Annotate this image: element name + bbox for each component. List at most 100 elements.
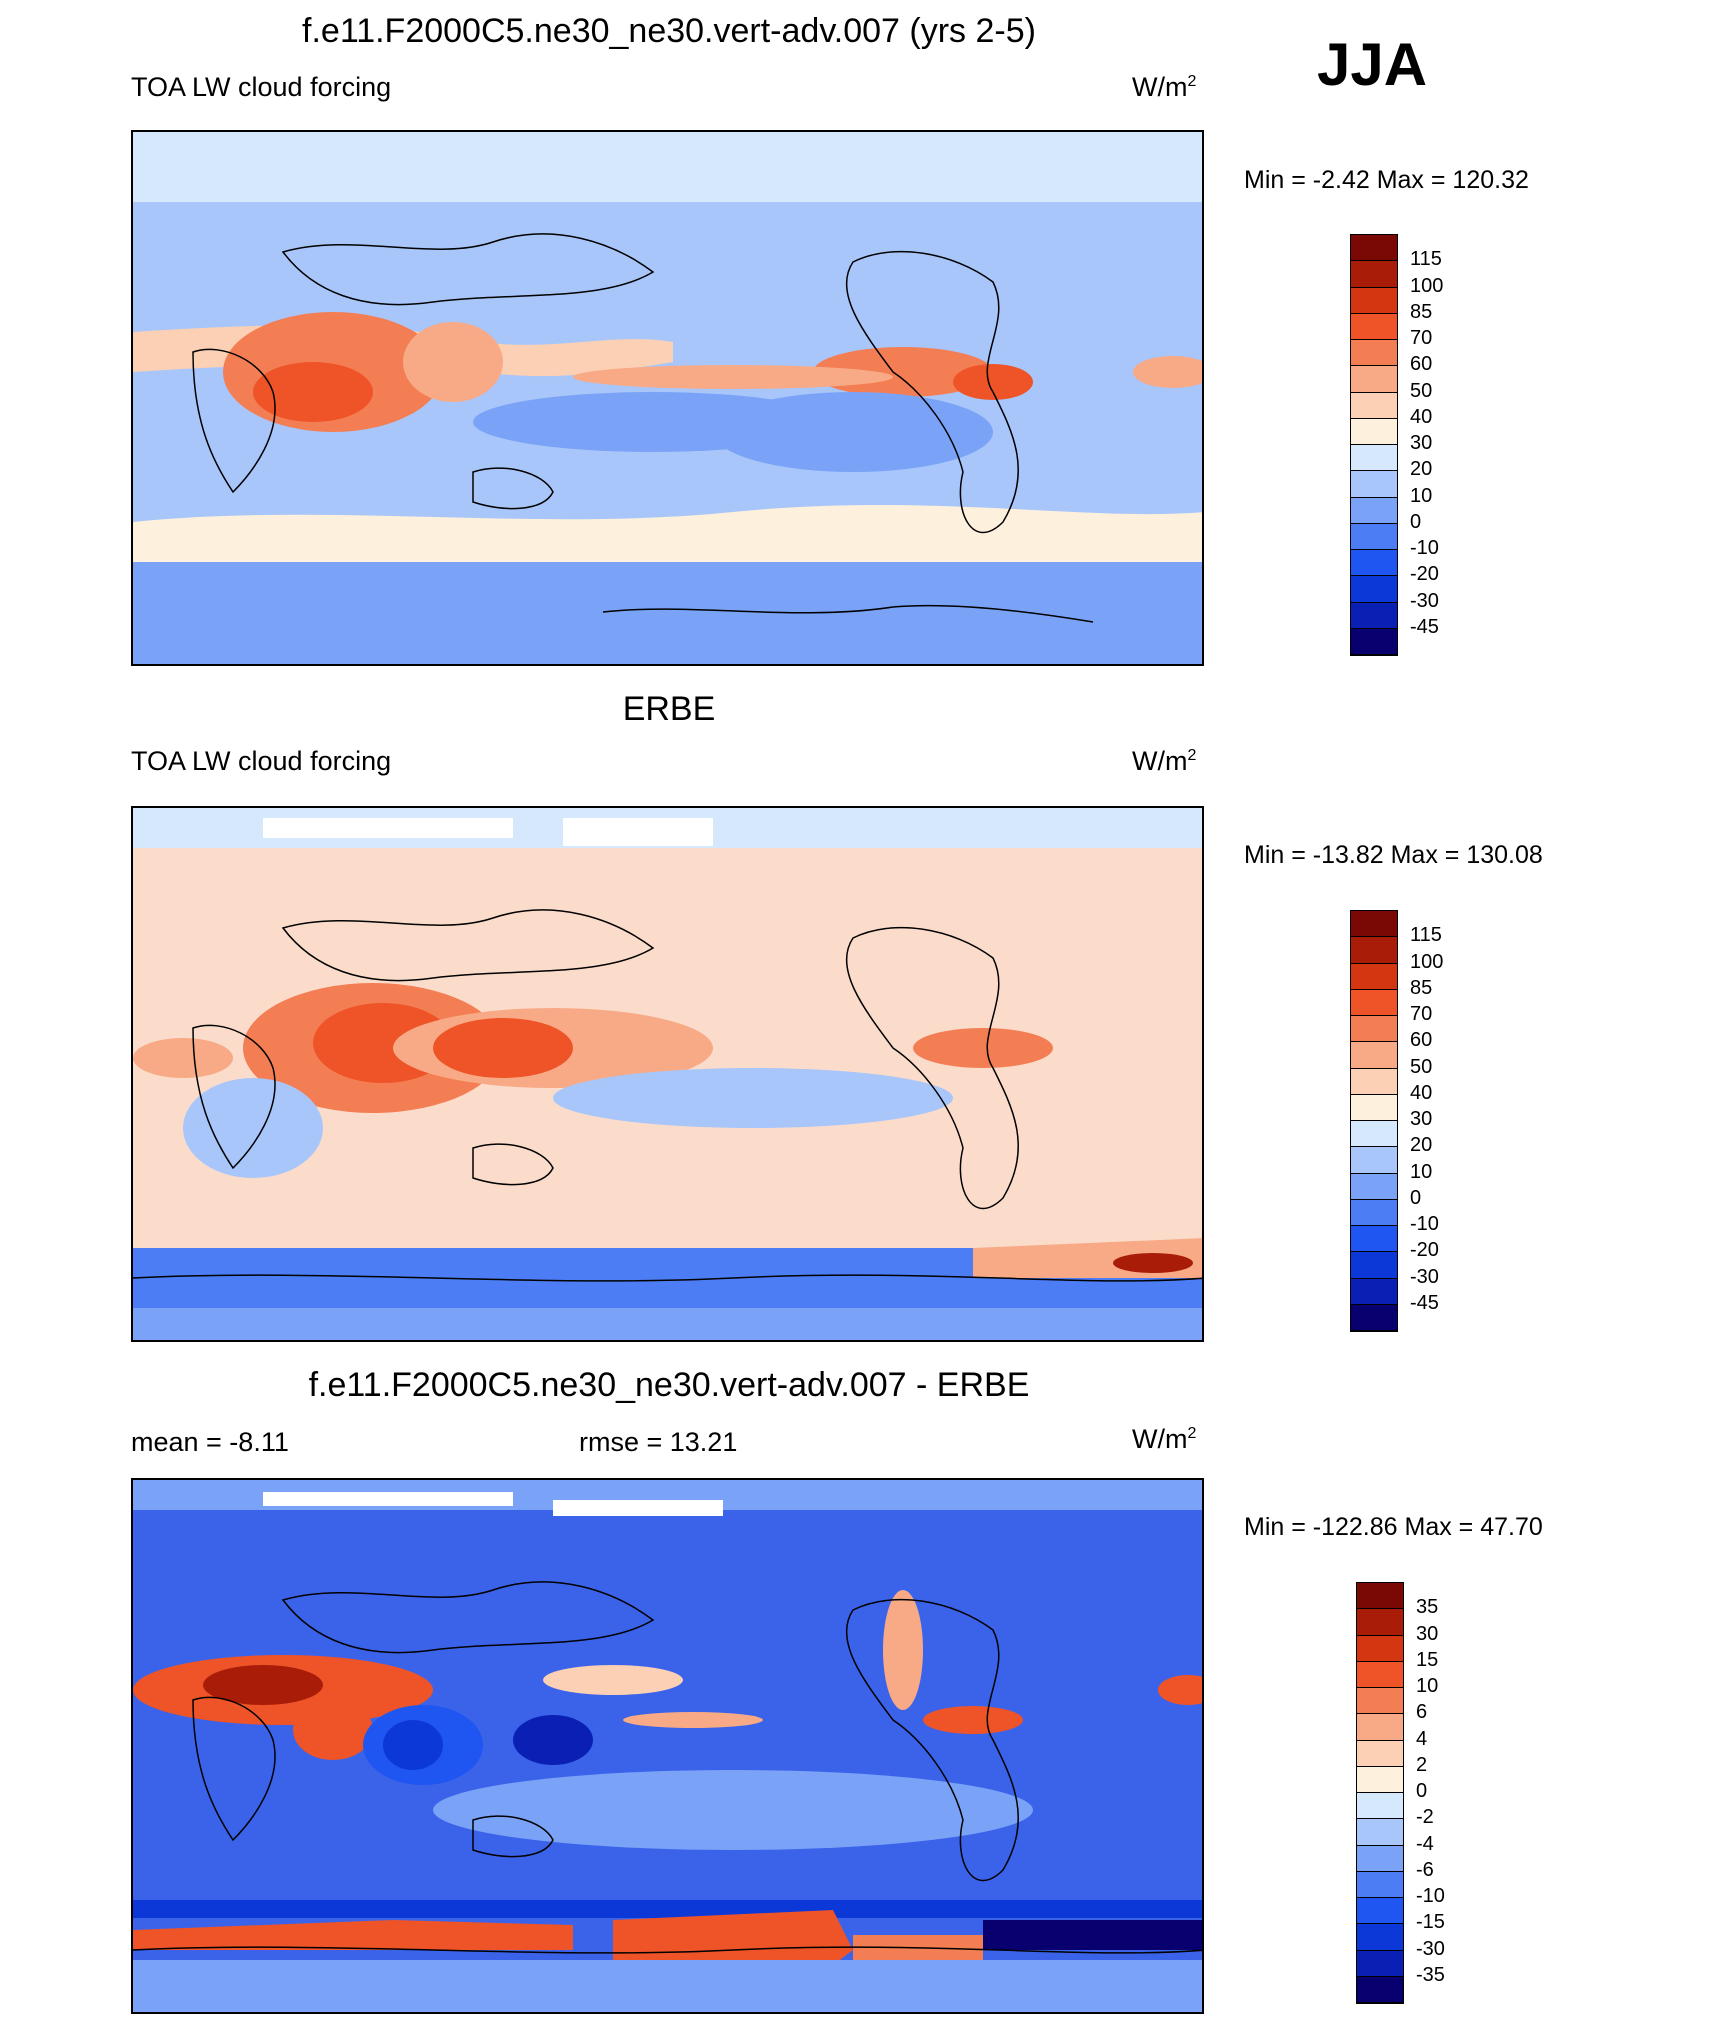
colorbar-tick-label: 10 bbox=[1410, 484, 1433, 507]
colorbar-swatch bbox=[1357, 1661, 1403, 1688]
units-text: W/m bbox=[1132, 1424, 1188, 1454]
colorbar-tick-label: 40 bbox=[1410, 1081, 1433, 1104]
panel-3-colorbar bbox=[1356, 1582, 1404, 2004]
colorbar-swatch bbox=[1357, 1635, 1403, 1662]
colorbar-swatch bbox=[1357, 1924, 1403, 1951]
colorbar-swatch bbox=[1351, 523, 1397, 550]
panel-1-units: W/m2 bbox=[1132, 72, 1196, 103]
panel-2-units: W/m2 bbox=[1132, 746, 1196, 777]
colorbar-tick-label: -30 bbox=[1410, 1265, 1439, 1288]
colorbar-tick-label: 50 bbox=[1410, 379, 1433, 402]
panel-3-units: W/m2 bbox=[1132, 1424, 1196, 1455]
panel-1-field-label: TOA LW cloud forcing bbox=[131, 72, 392, 102]
colorbar-tick-label: 60 bbox=[1410, 353, 1433, 376]
colorbar-swatch bbox=[1351, 1252, 1397, 1279]
colorbar-swatch bbox=[1351, 1173, 1397, 1200]
colorbar-tick-label: 50 bbox=[1410, 1055, 1433, 1078]
colorbar-tick-label: -15 bbox=[1416, 1911, 1445, 1934]
colorbar-swatch bbox=[1357, 1898, 1403, 1925]
colorbar-swatch bbox=[1351, 445, 1397, 472]
colorbar-swatch bbox=[1351, 235, 1397, 262]
colorbar-tick-label: 70 bbox=[1410, 1003, 1433, 1025]
panel-3-minmax: Min = -122.86 Max = 47.70 bbox=[1244, 1513, 1543, 1541]
colorbar-tick-label: -2 bbox=[1416, 1806, 1434, 1829]
panel-2-colorbar bbox=[1350, 910, 1398, 1332]
colorbar-tick-label: 60 bbox=[1410, 1029, 1433, 1052]
colorbar-tick-label: -30 bbox=[1416, 1937, 1445, 1960]
colorbar-tick-label: -10 bbox=[1410, 537, 1439, 559]
colorbar-swatch bbox=[1351, 287, 1397, 314]
colorbar-tick-label: 20 bbox=[1410, 1134, 1433, 1157]
colorbar-swatch bbox=[1351, 1278, 1397, 1305]
units-text: W/m bbox=[1132, 72, 1188, 102]
colorbar-swatch bbox=[1351, 392, 1397, 419]
colorbar-tick-label: -20 bbox=[1410, 1239, 1439, 1262]
panel-2-title: ERBE bbox=[622, 690, 716, 728]
panel-3-rmse: rmse = 13.21 bbox=[579, 1427, 738, 1457]
colorbar-tick-label: 4 bbox=[1416, 1727, 1428, 1750]
colorbar-swatch bbox=[1351, 1147, 1397, 1174]
panel-2-minmax: Min = -13.82 Max = 130.08 bbox=[1244, 841, 1543, 869]
colorbar-swatch bbox=[1351, 340, 1397, 367]
panel-2-map-svg bbox=[133, 808, 1202, 1340]
colorbar-tick-label: 2 bbox=[1416, 1753, 1428, 1776]
panel-1-title: f.e11.F2000C5.ne30_ne30.vert-adv.007 (yr… bbox=[302, 12, 1036, 50]
colorbar-swatch bbox=[1351, 911, 1397, 938]
colorbar-swatch bbox=[1351, 550, 1397, 577]
colorbar-swatch bbox=[1357, 1976, 1403, 2003]
colorbar-tick-label: 30 bbox=[1410, 1108, 1433, 1130]
panel-2-map bbox=[131, 806, 1204, 1342]
colorbar-tick-label: -10 bbox=[1416, 1885, 1445, 1907]
colorbar-tick-label: 85 bbox=[1410, 300, 1433, 323]
colorbar-swatch bbox=[1351, 602, 1397, 629]
colorbar-swatch bbox=[1357, 1740, 1403, 1767]
season-label: JJA bbox=[1317, 31, 1428, 98]
colorbar-tick-label: 100 bbox=[1410, 274, 1444, 297]
colorbar-tick-label: -45 bbox=[1410, 615, 1439, 638]
colorbar-tick-label: 10 bbox=[1416, 1675, 1439, 1697]
colorbar-tick-label: -35 bbox=[1416, 1963, 1445, 1986]
units-exponent: 2 bbox=[1187, 747, 1197, 764]
colorbar-tick-label: 30 bbox=[1416, 1622, 1439, 1645]
colorbar-swatch bbox=[1357, 1609, 1403, 1636]
colorbar-swatch bbox=[1351, 313, 1397, 340]
panel-1-map bbox=[131, 130, 1204, 666]
colorbar-swatch bbox=[1357, 1845, 1403, 1872]
panel-3-mean: mean = -8.11 bbox=[131, 1427, 289, 1457]
colorbar-swatch bbox=[1351, 261, 1397, 288]
colorbar-tick-label: 20 bbox=[1410, 458, 1433, 481]
colorbar-tick-label: 85 bbox=[1410, 976, 1433, 999]
colorbar-tick-label: 40 bbox=[1410, 405, 1433, 428]
colorbar-swatch bbox=[1351, 1016, 1397, 1043]
colorbar-swatch bbox=[1351, 471, 1397, 498]
colorbar-tick-label: 115 bbox=[1410, 924, 1442, 947]
colorbar-swatch bbox=[1351, 1304, 1397, 1331]
colorbar-tick-label: -4 bbox=[1416, 1832, 1434, 1855]
colorbar-tick-label: 6 bbox=[1416, 1701, 1428, 1724]
colorbar-swatch bbox=[1351, 418, 1397, 445]
panel-1-colorbar bbox=[1350, 234, 1398, 656]
colorbar-swatch bbox=[1351, 937, 1397, 964]
colorbar-tick-label: -6 bbox=[1416, 1858, 1434, 1881]
panel-3-map bbox=[131, 1478, 1204, 2014]
colorbar-tick-label: 30 bbox=[1410, 432, 1433, 454]
colorbar-tick-label: 0 bbox=[1410, 1186, 1422, 1209]
colorbar-tick-label: 35 bbox=[1416, 1596, 1439, 1619]
colorbar-tick-label: 10 bbox=[1410, 1160, 1433, 1183]
colorbar-swatch bbox=[1357, 1819, 1403, 1846]
colorbar-tick-label: 0 bbox=[1410, 510, 1422, 533]
colorbar-swatch bbox=[1351, 1199, 1397, 1226]
colorbar-swatch bbox=[1357, 1871, 1403, 1898]
panel-3-map-svg bbox=[133, 1480, 1202, 2012]
colorbar-tick-label: -45 bbox=[1410, 1291, 1439, 1314]
colorbar-swatch bbox=[1351, 1226, 1397, 1253]
colorbar-tick-label: 15 bbox=[1416, 1648, 1439, 1671]
colorbar-swatch bbox=[1357, 1688, 1403, 1715]
colorbar-swatch bbox=[1357, 1766, 1403, 1793]
colorbar-tick-label: 115 bbox=[1410, 248, 1442, 271]
colorbar-tick-label: -10 bbox=[1410, 1213, 1439, 1235]
units-exponent: 2 bbox=[1187, 1425, 1197, 1442]
colorbar-swatch bbox=[1357, 1583, 1403, 1610]
colorbar-swatch bbox=[1357, 1950, 1403, 1977]
colorbar-swatch bbox=[1351, 1121, 1397, 1148]
